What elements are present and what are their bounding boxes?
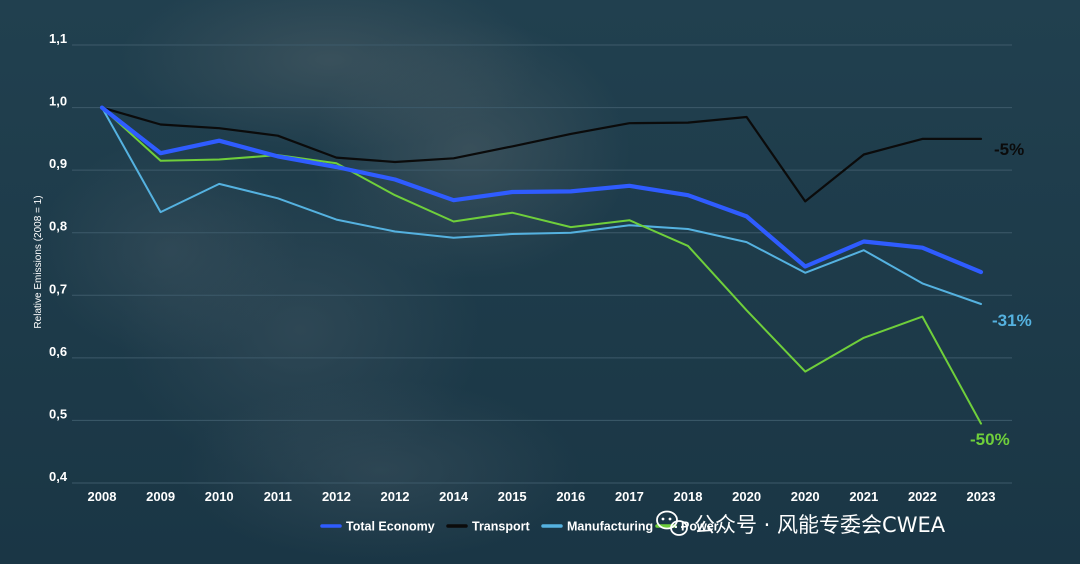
x-tick-label: 2017 — [615, 489, 644, 504]
grid-lines — [72, 44, 1012, 484]
x-tick-label: 2023 — [967, 489, 996, 504]
x-tick-label: 2020 — [791, 489, 820, 504]
series-lines — [99, 105, 984, 425]
y-axis-ticks: 0,4 0,5 0,6 0,7 0,8 0,9 1,0 1,1 — [49, 31, 68, 484]
y-tick-label: 0,8 — [49, 219, 67, 234]
series-line-total-economy — [99, 105, 984, 275]
smoke-cloud — [40, 140, 300, 360]
x-tick-label: 2011 — [264, 489, 292, 504]
wechat-icon — [656, 510, 688, 536]
series-line-transport — [100, 106, 983, 203]
x-tick-label: 2009 — [146, 489, 175, 504]
x-tick-label: 2018 — [674, 489, 703, 504]
x-axis-ticks: 2008 2009 2010 2011 2012 2012 2014 2015 2016 2017… — [88, 489, 996, 504]
legend-label-power: Power — [681, 520, 719, 534]
x-tick-label: 2021 — [849, 489, 878, 504]
y-tick-label: 0,9 — [49, 156, 67, 171]
y-tick-label: 0,5 — [49, 406, 67, 421]
legend-label-total-economy: Total Economy — [346, 520, 435, 534]
y-tick-label: 0,4 — [49, 469, 68, 484]
x-tick-label: 2022 — [908, 489, 937, 504]
end-label-manufacturing: -31% — [992, 311, 1032, 330]
end-labels: -5% -31% -50% — [970, 140, 1032, 449]
legend-label-transport: Transport — [472, 520, 530, 534]
x-tick-label: 2012 — [381, 489, 410, 504]
y-tick-label: 0,7 — [49, 281, 67, 296]
watermark: 公众号 · 风能专委会CWEA — [656, 510, 946, 537]
watermark-text: 公众号 · 风能专委会CWEA — [694, 513, 946, 537]
end-label-transport: -5% — [994, 140, 1024, 159]
x-tick-label: 2015 — [498, 489, 527, 504]
x-tick-label: 2020 — [732, 489, 761, 504]
x-tick-label: 2014 — [439, 489, 469, 504]
x-tick-label: 2010 — [205, 489, 234, 504]
end-label-power: -50% — [970, 430, 1010, 449]
y-tick-label: 0,6 — [49, 344, 67, 359]
series-line-power — [101, 106, 982, 425]
x-tick-label: 2008 — [88, 489, 117, 504]
legend: Total Economy Transport Manufacturing Power — [320, 520, 719, 534]
x-tick-label: 2016 — [556, 489, 585, 504]
y-tick-label: 1,1 — [49, 31, 67, 46]
y-axis-label: Relative Emissions (2008 = 1) — [33, 195, 44, 328]
legend-label-manufacturing: Manufacturing — [567, 520, 653, 534]
x-tick-label: 2012 — [322, 489, 351, 504]
series-line-manufacturing — [101, 106, 982, 305]
smoke-cloud — [180, 380, 580, 560]
y-tick-label: 1,0 — [49, 94, 67, 109]
